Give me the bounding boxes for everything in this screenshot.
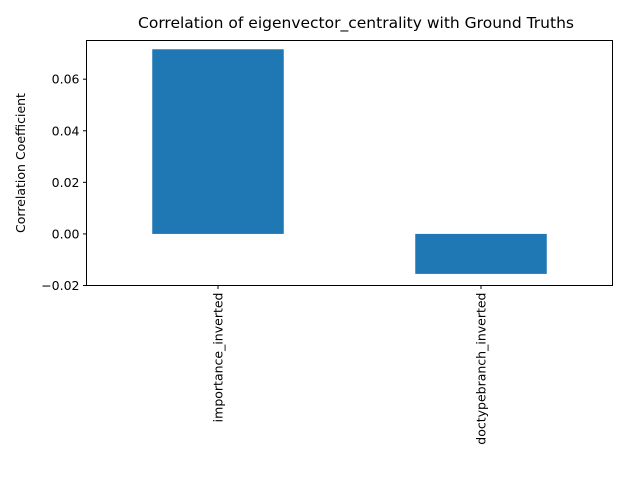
y-axis-label: Correlation Coefficient [13, 93, 28, 233]
y-ticks: −0.02 0.00 0.02 0.04 0.06 [41, 72, 87, 293]
x-ticks: importance_inverted doctypebranch_inverte… [211, 285, 489, 445]
y-tick-label: −0.02 [41, 278, 79, 293]
bars-layer [152, 49, 547, 274]
chart-title: Correlation of eigenvector_centrality wi… [138, 14, 574, 33]
x-tick-label: importance_inverted [211, 293, 226, 423]
y-tick-label: 0.04 [52, 123, 80, 138]
bar-doctypebranch-inverted [415, 233, 547, 274]
y-tick-label: 0.00 [52, 226, 80, 241]
x-tick-label: doctypebranch_inverted [474, 293, 489, 445]
plot-frame [86, 40, 613, 286]
y-tick-label: 0.06 [52, 72, 80, 87]
bar-importance-inverted [152, 49, 284, 234]
y-tick-label: 0.02 [52, 175, 80, 190]
